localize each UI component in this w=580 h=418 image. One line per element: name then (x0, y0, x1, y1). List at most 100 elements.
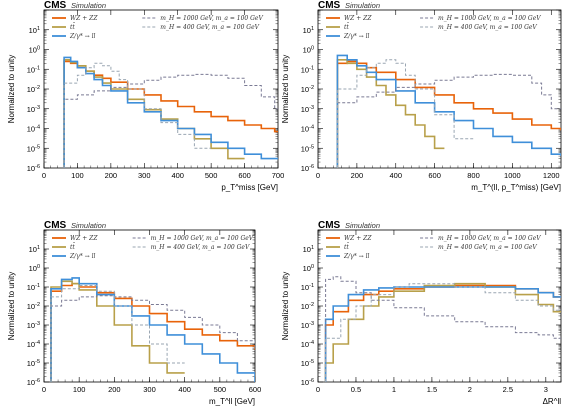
series-line-3 (336, 54, 561, 168)
y-tick-label: 10-6 (301, 164, 314, 173)
series-group (324, 276, 561, 382)
y-tick-label: 100 (303, 264, 314, 273)
y-tick-label: 10-6 (301, 378, 314, 387)
series-line-2 (63, 59, 245, 168)
x-tick-label: 0 (316, 171, 320, 180)
cms-label: CMS (318, 0, 341, 11)
legend-entry: tt̄ (344, 24, 349, 31)
series-line-5 (325, 283, 561, 382)
legend-entry: tt̄ (70, 244, 75, 251)
legend-entry: WZ + ZZ (70, 15, 98, 22)
simulation-label: Simulation (71, 1, 106, 10)
series-line-1 (324, 284, 561, 382)
legend-entry: tt̄ (344, 244, 349, 251)
legend-entry: WZ + ZZ (70, 235, 98, 242)
x-tick-label: 600 (249, 385, 262, 394)
y-tick-label: 10-5 (27, 359, 40, 368)
legend-entry: m_H = 400 GeV, m_a = 100 GeV (438, 244, 537, 251)
y-tick-label: 10-5 (301, 144, 314, 153)
series-line-5 (63, 62, 212, 168)
y-axis-title: Normalized to unity (281, 272, 290, 340)
y-tick-label: 10-1 (27, 283, 40, 292)
y-tick-label: 101 (29, 245, 40, 254)
y-axis-title: Normalized to unity (281, 55, 290, 123)
x-tick-label: 200 (108, 385, 121, 394)
y-tick-label: 10-1 (301, 283, 314, 292)
x-tick-label: 300 (143, 385, 156, 394)
x-axis-title: p_T^miss [GeV] (221, 183, 278, 192)
x-tick-label: 0 (42, 171, 46, 180)
y-tick-label: 10-2 (301, 302, 314, 311)
legend-entry: WZ + ZZ (344, 235, 372, 242)
y-tick-label: 100 (303, 46, 314, 55)
series-line-3 (63, 56, 278, 168)
x-axis-title: ΔR^ll (543, 397, 562, 406)
y-axis-title: Normalized to unity (7, 55, 16, 123)
x-tick-label: 600 (428, 171, 441, 180)
x-tick-label: 600 (238, 171, 251, 180)
y-tick-label: 10-6 (27, 164, 40, 173)
simulation-label: Simulation (345, 221, 380, 230)
y-tick-label: 10-3 (301, 321, 314, 330)
x-tick-label: 500 (214, 385, 227, 394)
x-tick-label: 0.5 (351, 385, 361, 394)
x-tick-label: 200 (351, 171, 364, 180)
y-tick-label: 10-5 (301, 359, 314, 368)
series-line-2 (336, 59, 445, 168)
y-axis-title: Normalized to unity (7, 272, 16, 340)
x-tick-label: 0 (42, 385, 46, 394)
x-tick-label: 300 (138, 171, 151, 180)
panel-3: 10-6 10-5 10-4 10-3 10-2 10-1 100 101 0 100 200 300… (7, 220, 261, 406)
x-tick-label: 1000 (504, 171, 521, 180)
legend-entry: m_H = 1000 GeV, m_a = 100 GeV (438, 235, 541, 242)
x-axis-title: m_T^ll [GeV] (209, 397, 255, 406)
legend-entry: m_H = 1000 GeV, m_a = 100 GeV (151, 235, 254, 242)
x-tick-label: 200 (105, 171, 118, 180)
y-tick-label: 10-6 (27, 378, 40, 387)
series-line-4 (336, 73, 561, 168)
y-tick-label: 10-3 (27, 105, 40, 114)
cms-label: CMS (44, 220, 67, 231)
y-tick-label: 100 (29, 264, 40, 273)
simulation-label: Simulation (345, 1, 380, 10)
series-line-4 (63, 73, 278, 168)
series-line-3 (50, 277, 255, 382)
y-tick-label: 100 (29, 46, 40, 55)
x-tick-label: 400 (390, 171, 403, 180)
legend-entry: tt̄ (70, 24, 75, 31)
legend-entry: m_H = 1000 GeV, m_a = 100 GeV (438, 15, 541, 22)
legend-entry: m_H = 1000 GeV, m_a = 100 GeV (160, 15, 263, 22)
legend-entry: WZ + ZZ (344, 15, 372, 22)
y-tick-label: 101 (303, 245, 314, 254)
legend: WZ + ZZ tt̄ Z/γ* → ll m_H = 1000 GeV, m_a =… (52, 15, 263, 40)
legend: WZ + ZZ tt̄ Z/γ* → ll m_H = 1000 GeV, m_a =… (326, 15, 541, 40)
y-tick-label: 10-5 (27, 144, 40, 153)
series-line-1 (50, 282, 255, 382)
y-tick-label: 10-3 (301, 105, 314, 114)
y-tick-label: 10-2 (301, 85, 314, 94)
series-line-2 (324, 282, 561, 382)
y-tick-label: 10-2 (27, 302, 40, 311)
simulation-label: Simulation (71, 221, 106, 230)
y-tick-label: 101 (303, 26, 314, 35)
y-tick-label: 10-2 (27, 85, 40, 94)
x-tick-label: 700 (272, 171, 285, 180)
series-group (63, 56, 278, 168)
legend-entry: Z/γ* → ll (343, 33, 370, 40)
legend-entry: Z/γ* → ll (69, 33, 96, 40)
series-line-3 (324, 286, 561, 382)
x-tick-label: 2 (468, 385, 472, 394)
legend: WZ + ZZ tt̄ Z/γ* → ll m_H = 1000 GeV, m_a =… (52, 235, 254, 260)
legend-entry: m_H = 400 GeV, m_a = 100 GeV (151, 244, 250, 251)
y-tick-label: 10-4 (27, 340, 40, 349)
x-tick-label: 100 (73, 385, 86, 394)
x-tick-label: 3 (544, 385, 548, 394)
legend-entry: Z/γ* → ll (69, 253, 96, 260)
y-tick-label: 10-1 (27, 65, 40, 74)
series-group (50, 277, 255, 382)
legend-entry: m_H = 400 GeV, m_a = 100 GeV (438, 24, 537, 31)
x-tick-label: 800 (467, 171, 480, 180)
x-tick-label: 500 (205, 171, 218, 180)
x-tick-label: 0 (316, 385, 320, 394)
